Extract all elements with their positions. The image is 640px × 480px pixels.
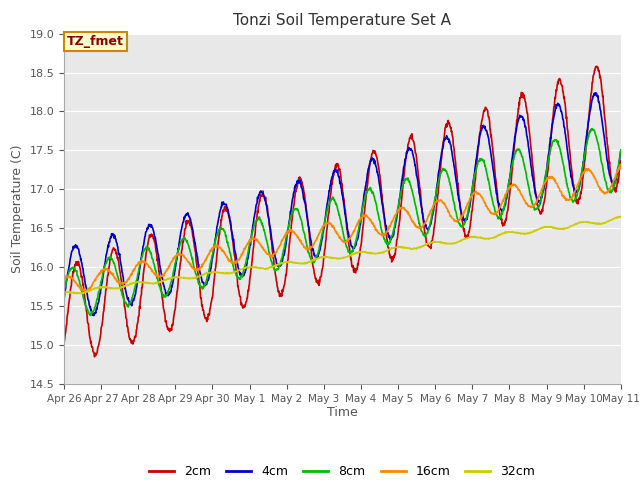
4cm (591, 90, 599, 96)
2cm (184, 218, 192, 224)
16cm (60, 276, 68, 282)
4cm (617, 147, 625, 153)
16cm (81, 288, 88, 293)
2cm (91, 354, 99, 360)
4cm (171, 269, 179, 275)
2cm (617, 158, 625, 164)
16cm (616, 162, 624, 168)
4cm (246, 242, 254, 248)
4cm (551, 108, 559, 114)
8cm (588, 126, 596, 132)
8cm (551, 137, 559, 143)
Line: 8cm: 8cm (64, 129, 621, 315)
32cm (429, 239, 437, 244)
32cm (74, 291, 81, 297)
8cm (246, 237, 254, 243)
4cm (90, 312, 98, 318)
32cm (60, 289, 68, 295)
16cm (184, 260, 192, 265)
8cm (617, 147, 625, 153)
16cm (502, 191, 509, 197)
8cm (184, 242, 192, 248)
2cm (60, 338, 68, 344)
32cm (246, 264, 254, 270)
32cm (184, 276, 192, 281)
Title: Tonzi Soil Temperature Set A: Tonzi Soil Temperature Set A (234, 13, 451, 28)
16cm (617, 162, 625, 168)
X-axis label: Time: Time (327, 407, 358, 420)
32cm (617, 214, 625, 219)
Legend: 2cm, 4cm, 8cm, 16cm, 32cm: 2cm, 4cm, 8cm, 16cm, 32cm (145, 460, 540, 480)
2cm (171, 308, 179, 313)
32cm (551, 225, 559, 230)
4cm (60, 297, 68, 303)
8cm (87, 312, 95, 318)
Y-axis label: Soil Temperature (C): Soil Temperature (C) (11, 144, 24, 273)
2cm (429, 233, 437, 239)
Line: 16cm: 16cm (64, 165, 621, 290)
32cm (502, 229, 509, 235)
32cm (614, 214, 622, 219)
4cm (184, 211, 192, 217)
Line: 2cm: 2cm (64, 66, 621, 357)
2cm (551, 95, 559, 100)
4cm (429, 209, 437, 215)
32cm (171, 274, 179, 280)
4cm (502, 198, 509, 204)
Line: 4cm: 4cm (64, 93, 621, 315)
Line: 32cm: 32cm (64, 216, 621, 294)
16cm (246, 239, 254, 244)
2cm (502, 216, 509, 222)
16cm (429, 203, 437, 209)
2cm (246, 272, 254, 277)
8cm (429, 206, 437, 212)
2cm (593, 63, 600, 69)
8cm (171, 263, 179, 269)
16cm (171, 255, 179, 261)
8cm (60, 287, 68, 292)
16cm (551, 177, 559, 183)
Text: TZ_fmet: TZ_fmet (67, 36, 124, 48)
8cm (502, 194, 509, 200)
